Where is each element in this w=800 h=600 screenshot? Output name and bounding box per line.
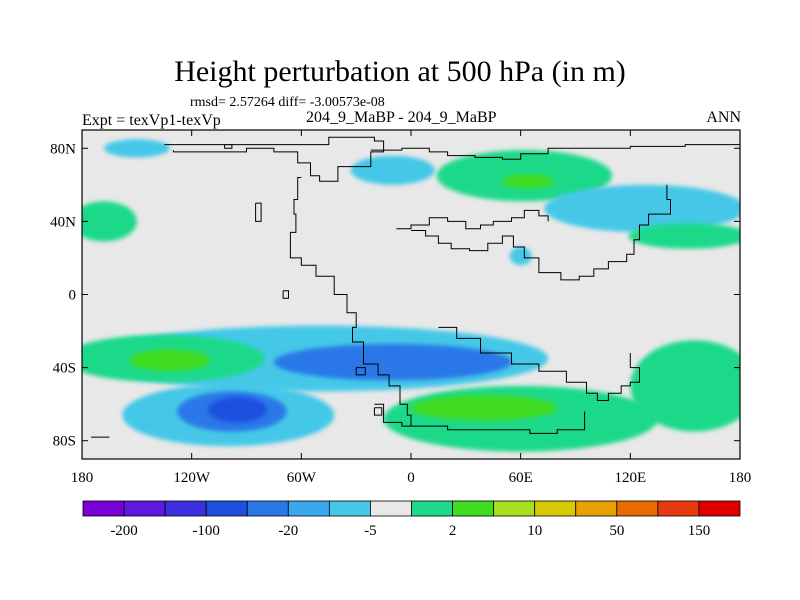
x-tick-label: 60E [509,470,533,486]
anomaly-region-17 [411,395,558,421]
anomaly-region-1 [103,139,170,158]
coastline-europe-asia [370,144,740,160]
colorbar-box [205,500,248,517]
colorbar-box [616,500,659,517]
colorbar-box [534,500,577,517]
coastline-island-1 [255,202,262,222]
colorbar: -200 -100 -20 -5 2 10 50 150 [82,500,741,539]
coastline-eurasia-south [411,184,671,281]
x-tick-label: 180 [71,470,94,486]
coastline-island-4 [355,367,366,376]
anomaly-layer [82,139,740,452]
x-tick-label: 180 [729,470,752,486]
colorbar-box [82,500,125,517]
axis-layer: 180 120W 60W 0 60E 120E 180 80N 40N 0 40S 80S [50,130,751,486]
colorbar-label: -5 [364,523,377,539]
colorbar-box [452,500,495,517]
anomaly-region-15 [208,396,267,423]
colorbar-label: -100 [192,523,220,539]
colorbar-box [411,500,453,517]
experiment-label: Expt = texVp1-texVp [82,112,221,129]
anomaly-region-2 [82,201,137,242]
anomaly-region-7 [509,246,532,266]
center-label: 204_9_MaBP - 204_9_MaBP [306,109,497,126]
colorbar-box [698,500,741,517]
y-tick-label: 80S [53,434,76,450]
coastline-island-3 [373,407,383,416]
x-tick-label: 0 [407,470,415,486]
colorbar-label: 10 [527,523,542,539]
coastline-mediterranean [396,209,549,230]
anomaly-region-12 [273,343,512,381]
colorbar-label: 50 [609,523,624,539]
colorbar-box [493,500,536,517]
colorbar-label: 2 [449,523,457,539]
colorbar-box [246,500,289,517]
colorbar-box [287,500,330,517]
coastline-island-5 [224,144,233,149]
anomaly-region-3 [350,155,435,185]
colorbar-box [123,500,166,517]
coastline-africa-south [438,326,640,401]
colorbar-box [164,500,207,517]
colorbar-label: -200 [110,523,138,539]
colorbar-box [328,500,371,517]
anomaly-region-18 [630,340,740,432]
chart-title: Height perturbation at 500 hPa (in m) [174,55,626,88]
colorbar-box [575,500,618,517]
coastline-greenland [164,136,385,182]
colorbar-label: -20 [278,523,298,539]
x-tick-label: 120E [614,470,646,486]
anomaly-region-6 [544,184,740,233]
y-tick-label: 40N [50,214,76,230]
y-tick-label: 80N [50,141,76,157]
coastline-north-america-west [289,177,412,427]
season-label: ANN [706,109,741,126]
colorbar-box [370,500,412,517]
x-tick-label: 120W [173,470,211,486]
colorbar-label: 150 [688,523,711,539]
coastline-island-2 [282,290,289,299]
anomaly-region-8 [628,223,740,249]
anomaly-region-5 [502,173,554,189]
y-tick-label: 40S [53,361,76,377]
anomaly-region-11 [129,349,210,372]
coastline-antarctic-coast [374,403,586,434]
x-tick-label: 60W [287,470,317,486]
coastline-layer [91,136,740,438]
stats-label: rmsd= 2.57264 diff= -3.00573e-08 [190,95,385,110]
colorbar-box [657,500,700,517]
y-tick-label: 0 [69,288,77,304]
